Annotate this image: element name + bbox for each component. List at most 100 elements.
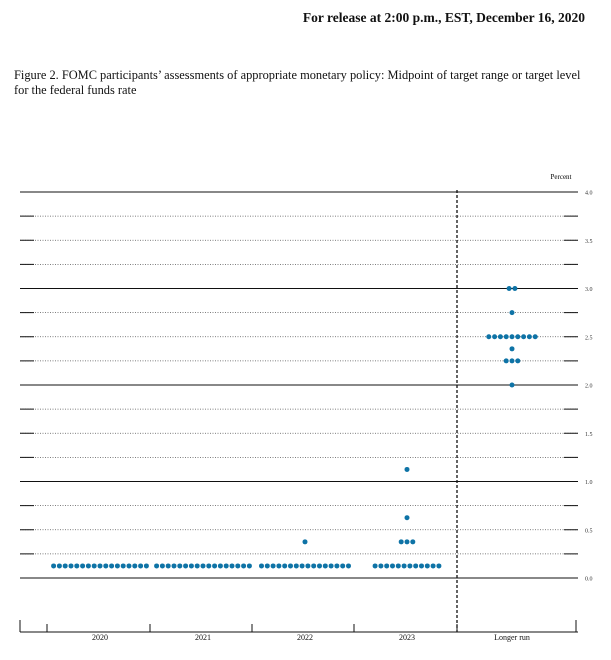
participant-dot (165, 563, 171, 569)
participant-dot (404, 466, 410, 472)
participant-dot (515, 334, 521, 340)
participant-dot (398, 539, 404, 545)
gridlines (20, 191, 578, 579)
participant-dot (512, 286, 518, 291)
participant-dot (56, 563, 62, 569)
participant-dots (51, 286, 538, 569)
participant-dot (159, 563, 165, 569)
participant-dot (91, 563, 97, 569)
participant-dot (521, 334, 527, 340)
participant-dot (346, 563, 351, 569)
axes (19, 190, 578, 633)
participant-dot (299, 563, 305, 569)
participant-dot (114, 563, 120, 569)
x-tick-label: 2021 (195, 633, 211, 642)
participant-dot (515, 358, 521, 364)
participant-dot (206, 563, 212, 569)
participant-dot (509, 310, 515, 316)
participant-dot (132, 563, 138, 569)
participant-dot (259, 563, 264, 569)
participant-dot (526, 334, 532, 340)
participant-dot (311, 563, 317, 569)
participant-dot (404, 539, 410, 545)
x-tick-label: 2022 (297, 633, 313, 642)
participant-dot (532, 334, 538, 340)
participant-dot (80, 563, 86, 569)
participant-dot (384, 563, 390, 569)
participant-dot (424, 563, 430, 569)
y-tick-labels: 4.0 3.5 3.0 2.5 2.0 1.5 1.0 0.5 0.0 (585, 191, 593, 583)
participant-dot (395, 563, 401, 569)
participant-dot (143, 563, 149, 569)
participant-dot (85, 563, 91, 569)
participant-dot (372, 563, 378, 569)
y-tick-label: 4.0 (585, 191, 593, 197)
y-tick-label: 2.0 (585, 384, 593, 390)
participant-dot (188, 563, 194, 569)
participant-dot (317, 563, 322, 569)
participant-dot (68, 563, 74, 569)
participant-dot (229, 563, 235, 569)
participant-dot (138, 563, 144, 569)
participant-dot (334, 563, 340, 569)
participant-dot (430, 563, 436, 569)
participant-dot (322, 563, 328, 569)
participant-dot (293, 563, 299, 569)
participant-dot (509, 358, 515, 364)
participant-dot (302, 539, 308, 545)
y-tick-label: 3.0 (585, 287, 593, 293)
participant-dot (503, 334, 509, 340)
participant-dot (410, 539, 416, 545)
participant-dot (241, 563, 247, 569)
participant-dot (212, 563, 218, 569)
participant-dot (390, 563, 395, 569)
participant-dot (217, 563, 223, 569)
participant-dot (246, 563, 252, 569)
participant-dot (340, 563, 346, 569)
participant-dot (194, 563, 200, 569)
y-tick-label: 3.5 (585, 239, 593, 245)
participant-dot (235, 563, 241, 569)
participant-dot (486, 334, 492, 340)
participant-dot (276, 563, 282, 569)
y-tick-label: 1.5 (585, 432, 593, 438)
participant-dot (109, 563, 115, 569)
participant-dot (126, 563, 132, 569)
participant-dot (154, 563, 160, 569)
participant-dot (497, 334, 503, 340)
participant-dot (223, 563, 229, 569)
participant-dot (200, 563, 206, 569)
participant-dot (509, 334, 515, 340)
participant-dot (506, 286, 512, 291)
x-tick-label: 2023 (399, 633, 415, 642)
participant-dot (509, 382, 515, 388)
y-axis-label: Percent (551, 173, 572, 181)
participant-dot (264, 563, 270, 569)
participant-dot (288, 563, 293, 569)
participant-dot (503, 358, 509, 364)
release-notice: For release at 2:00 p.m., EST, December … (302, 10, 585, 25)
participant-dot (509, 346, 515, 352)
participant-dot (401, 563, 407, 569)
y-tick-label: 0.5 (585, 528, 593, 534)
y-tick-label: 1.0 (585, 480, 593, 486)
participant-dot (492, 334, 498, 340)
participant-dot (419, 563, 424, 569)
participant-dot (120, 563, 126, 569)
participant-dot (171, 563, 177, 569)
participant-dot (413, 563, 419, 569)
x-tick-label: 2020 (92, 633, 108, 642)
figure-caption: Figure 2. FOMC participants’ assessments… (14, 68, 581, 97)
participant-dot (51, 563, 57, 569)
participant-dot (378, 563, 384, 569)
participant-dot (183, 563, 189, 569)
y-tick-label: 2.5 (585, 335, 593, 341)
x-tick-labels: 2020 2021 2022 2023 Longer run (92, 633, 530, 642)
participant-dot (282, 563, 288, 569)
participant-dot (407, 563, 413, 569)
x-tick-label: Longer run (494, 633, 530, 642)
participant-dot (97, 563, 103, 569)
participant-dot (62, 563, 68, 569)
participant-dot (74, 563, 80, 569)
